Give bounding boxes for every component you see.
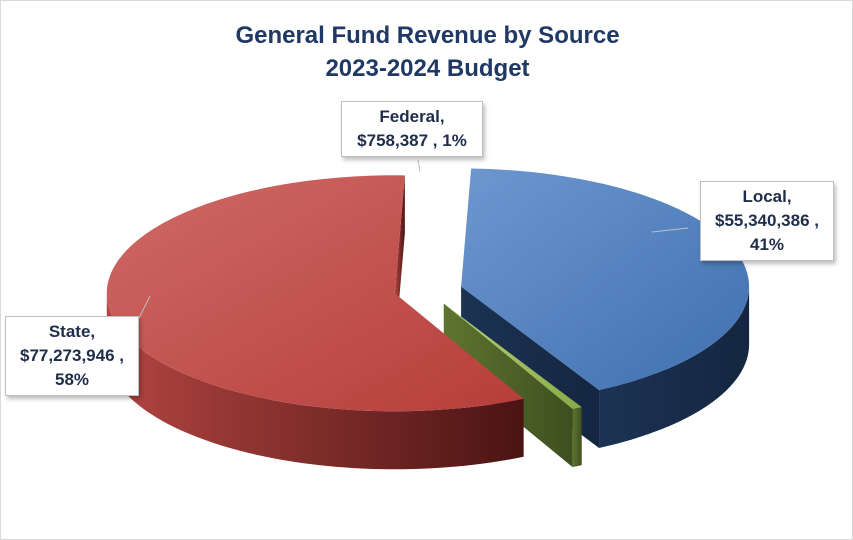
data-label-local-line-3: 41%	[749, 235, 785, 254]
chart-title-line-2: 2023-2024 Budget	[325, 55, 530, 82]
leader-line-state	[138, 295, 151, 319]
pie-slice-state	[106, 175, 524, 412]
pie-cut-federal-1	[443, 303, 573, 468]
data-label-state: State, $77,273,946 , 58%	[5, 316, 139, 396]
data-label-local: Local, $55,340,386 , 41%	[700, 181, 834, 261]
leader-line-federal	[417, 159, 421, 173]
chart-title: General Fund Revenue by Source 2023-2024…	[1, 19, 853, 85]
leader-line-local	[651, 227, 689, 233]
chart-title-line-1: General Fund Revenue by Source	[235, 22, 620, 49]
pie-side-local	[599, 286, 750, 449]
data-label-state-line-1: State,	[48, 322, 96, 341]
data-label-local-line-2: $55,340,386 ,	[715, 211, 819, 230]
data-label-state-line-2: $77,273,946 ,	[20, 346, 124, 365]
pie-side-state	[106, 293, 524, 470]
data-label-federal-line-2: $758,387 , 1%	[357, 131, 467, 150]
data-label-federal-line-1: Federal,	[379, 107, 445, 126]
pie-slice-local	[461, 168, 750, 391]
pie-slice-federal	[443, 303, 582, 410]
pie-side-federal	[572, 407, 582, 468]
data-label-local-line-1: Local,	[742, 187, 792, 206]
data-label-federal: Federal, $758,387 , 1%	[341, 101, 483, 157]
data-label-state-line-3: 58%	[54, 370, 90, 389]
